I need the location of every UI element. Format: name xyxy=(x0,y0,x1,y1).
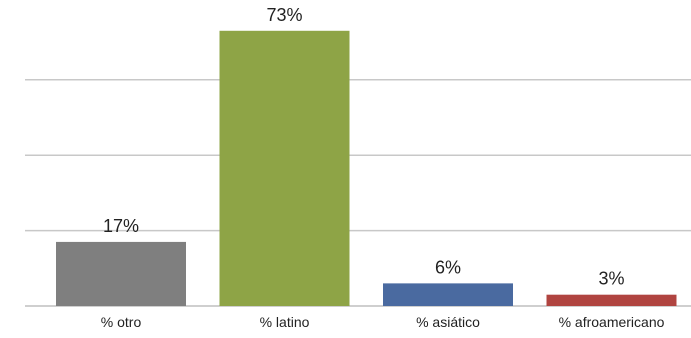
data-label-latino: 73% xyxy=(266,5,302,25)
bar-otro xyxy=(56,241,186,306)
tick-label-otro: % otro xyxy=(101,314,142,330)
data-label-afroamericano: 3% xyxy=(598,269,624,289)
data-label-otro: 17% xyxy=(103,216,139,236)
bar-latino xyxy=(219,30,350,306)
bar-afroamericano xyxy=(546,294,677,306)
x-tick-labels: % otro % latino % asiático % afroamericano xyxy=(101,314,665,330)
bars xyxy=(56,30,677,306)
tick-label-asiatico: % asiático xyxy=(416,314,480,330)
tick-label-afroamericano: % afroamericano xyxy=(559,314,665,330)
data-label-asiatico: 6% xyxy=(435,257,461,277)
tick-label-latino: % latino xyxy=(260,314,310,330)
bar-asiatico xyxy=(383,283,513,306)
data-labels: 17% 73% 6% 3% xyxy=(103,5,625,289)
